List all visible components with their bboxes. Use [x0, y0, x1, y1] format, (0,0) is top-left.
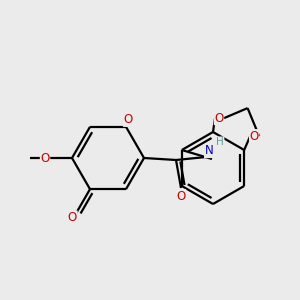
Text: O: O — [40, 152, 50, 164]
Text: O: O — [250, 130, 259, 142]
Text: O: O — [68, 211, 77, 224]
Text: O: O — [123, 113, 133, 126]
Text: O: O — [214, 112, 224, 124]
Text: O: O — [176, 190, 186, 202]
Text: H: H — [216, 137, 224, 147]
Text: N: N — [205, 145, 213, 158]
